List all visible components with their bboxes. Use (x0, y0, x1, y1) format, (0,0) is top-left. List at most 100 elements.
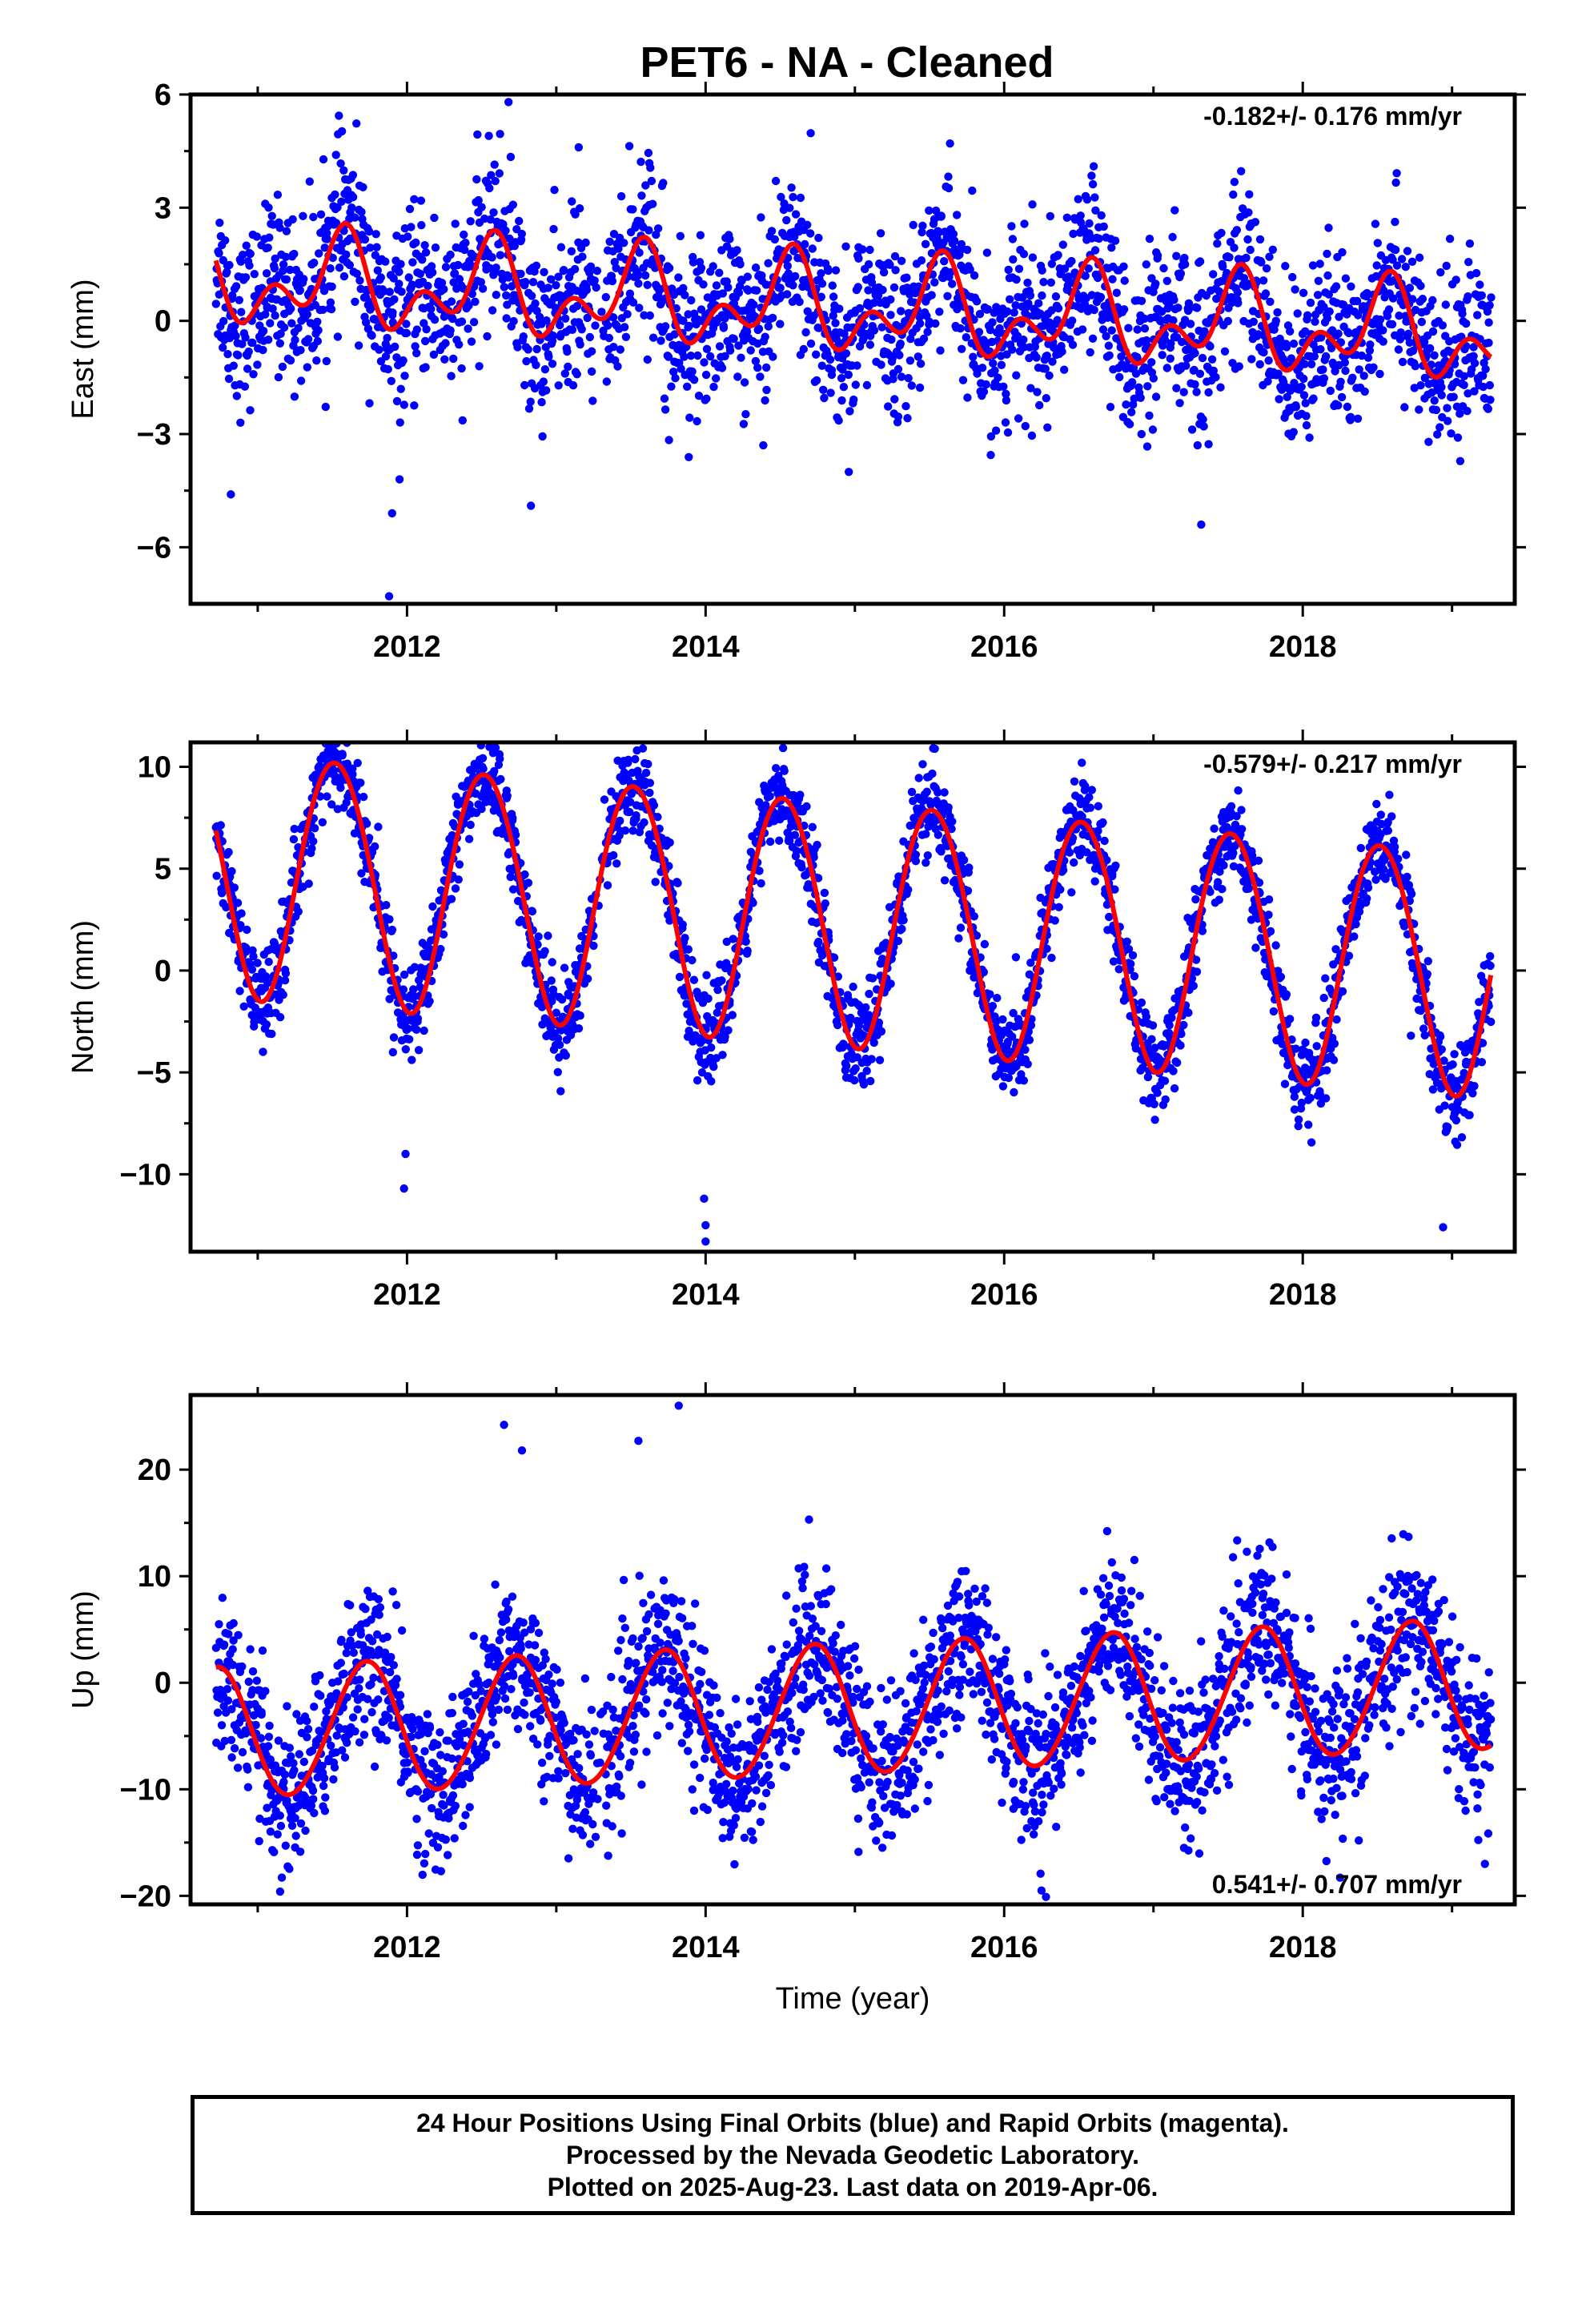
north-point (557, 995, 567, 1004)
east-point (771, 176, 781, 186)
east-point (473, 130, 482, 139)
east-point (224, 374, 234, 384)
east-point (231, 321, 239, 330)
east-point (383, 333, 391, 343)
east-point (1137, 296, 1146, 305)
east-point (762, 385, 771, 395)
east-point (1127, 408, 1136, 416)
east-point (1230, 178, 1239, 187)
east-point (475, 362, 484, 371)
east-point (397, 287, 406, 296)
east-point (962, 333, 971, 342)
north-point (781, 731, 789, 739)
east-point (410, 401, 419, 410)
east-point (1087, 171, 1096, 180)
east-point (1122, 400, 1130, 409)
east-point (1291, 285, 1299, 294)
east-point (1486, 396, 1495, 404)
east-point (1195, 369, 1205, 378)
east-point (1449, 392, 1458, 401)
east-point (524, 345, 532, 354)
east-point (1046, 278, 1056, 287)
north-point (574, 1024, 584, 1033)
east-point (1229, 190, 1238, 199)
east-point (646, 163, 655, 172)
east-point (1140, 314, 1149, 324)
east-point (1388, 255, 1397, 264)
east-point (814, 233, 823, 243)
east-point (1204, 388, 1213, 397)
north-point (280, 976, 290, 985)
east-point (1158, 351, 1166, 360)
east-point (699, 280, 708, 289)
east-point (791, 210, 801, 219)
east-point (303, 363, 311, 372)
east-point (1371, 219, 1380, 228)
east-point (1353, 414, 1363, 423)
east-point (570, 264, 580, 274)
east-point (1099, 222, 1108, 231)
east-point (1288, 272, 1297, 282)
north-point (790, 830, 800, 839)
east-point (1255, 360, 1264, 369)
north-point (353, 758, 362, 767)
north-point (451, 884, 460, 893)
east-point (1064, 272, 1073, 281)
east-point (733, 246, 741, 255)
east-point (1107, 326, 1116, 335)
east-point (1435, 423, 1444, 432)
north-point (520, 870, 529, 879)
east-point (1187, 425, 1197, 434)
east-point (1404, 329, 1413, 338)
east-point (1431, 405, 1441, 415)
north-point (609, 850, 618, 860)
east-point (645, 311, 654, 320)
east-point (837, 396, 846, 405)
north-point (965, 863, 974, 872)
east-point (336, 159, 345, 168)
east-point (421, 248, 431, 257)
east-point (820, 393, 829, 403)
east-point (640, 311, 648, 320)
east-point (1090, 193, 1099, 202)
east-point (451, 219, 460, 228)
north-point (728, 1011, 737, 1019)
east-point (1199, 422, 1208, 431)
east-point (853, 283, 863, 292)
east-point (1008, 235, 1018, 243)
east-point (1247, 355, 1256, 364)
east-point (1443, 416, 1452, 425)
east-point (643, 280, 652, 289)
east-point (1119, 305, 1129, 314)
east-point (1408, 295, 1417, 304)
north-point (307, 844, 316, 853)
north-point (555, 1040, 564, 1049)
north-point (357, 869, 366, 878)
east-point (1251, 218, 1260, 227)
east-point (717, 364, 727, 372)
east-point (1198, 353, 1207, 363)
east-point (223, 350, 232, 359)
east-point (784, 253, 793, 263)
east-point (319, 155, 328, 164)
east-point (1392, 261, 1402, 270)
north-point (651, 878, 660, 887)
east-point (1047, 259, 1057, 268)
east-point (1130, 394, 1138, 403)
east-point (877, 323, 886, 332)
east-outlier-point (1197, 520, 1206, 529)
east-point (1314, 276, 1323, 285)
east-point (249, 370, 258, 379)
east-point (477, 203, 486, 211)
east-point (643, 355, 652, 364)
chart-title: PET6 - NA - Cleaned (640, 38, 1054, 86)
east-point (740, 378, 749, 387)
east-point (744, 286, 753, 295)
east-point (236, 418, 245, 427)
east-point (944, 172, 953, 181)
east-point (422, 325, 431, 334)
east-point (854, 254, 863, 263)
east-point (1143, 382, 1152, 391)
north-point (1237, 806, 1246, 814)
